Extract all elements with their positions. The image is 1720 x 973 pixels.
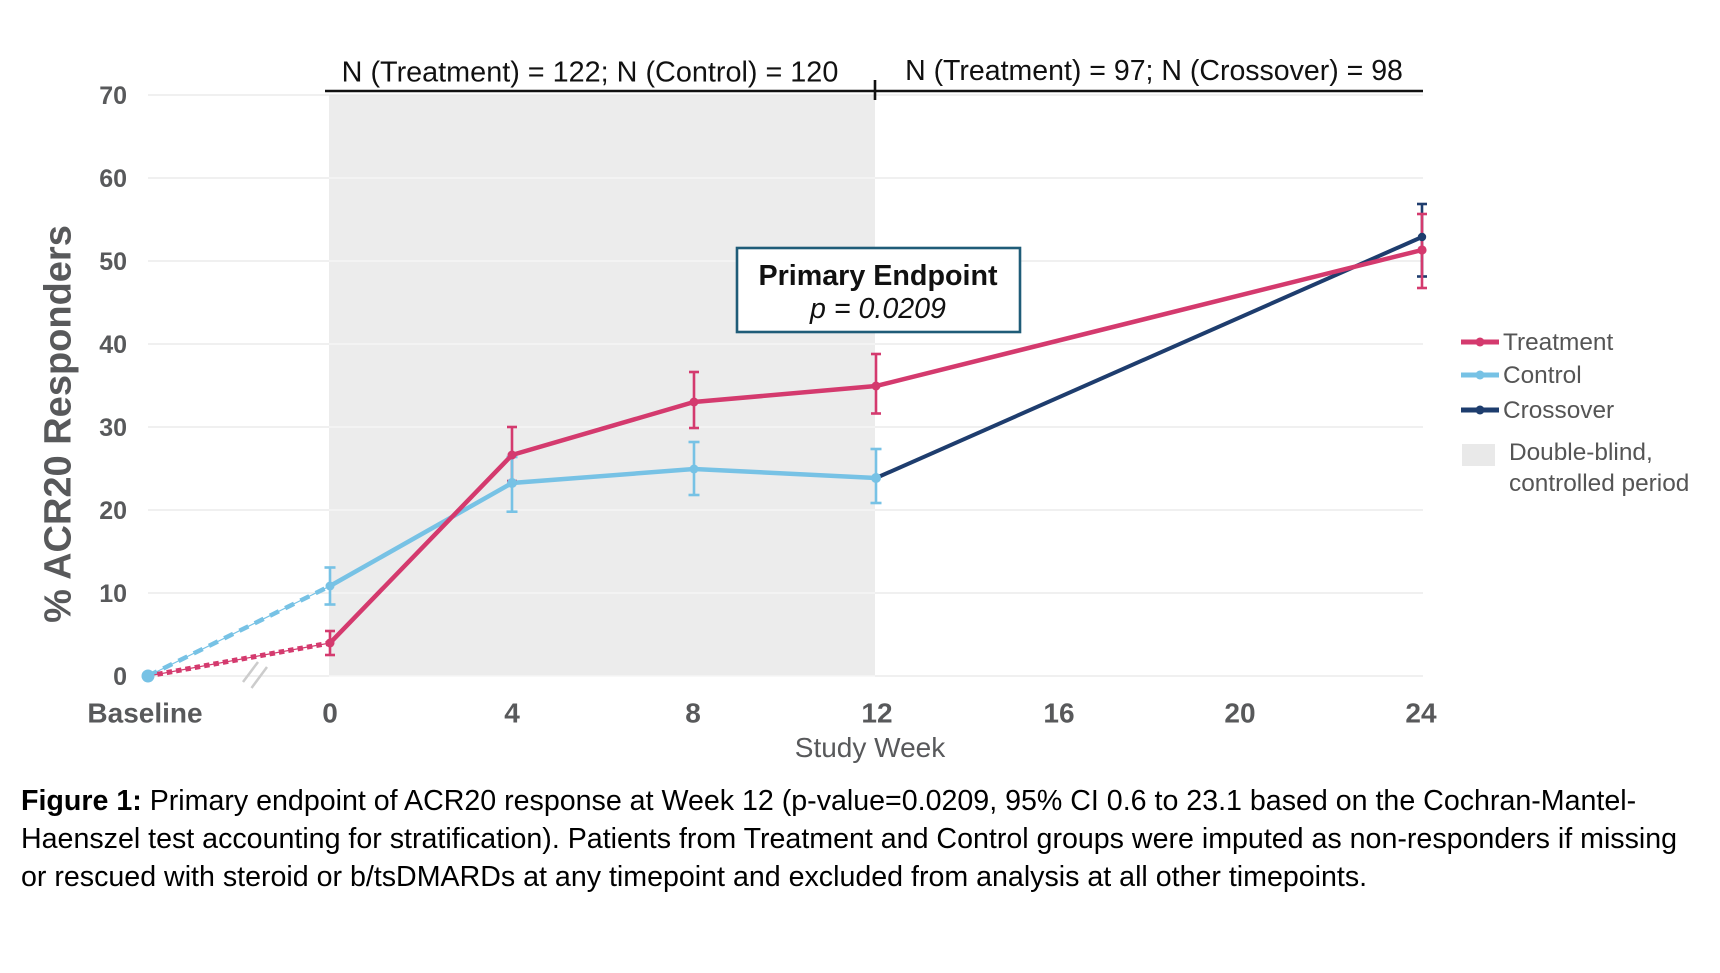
svg-text:50: 50 bbox=[99, 248, 127, 276]
svg-text:Figure 1: Primary endpoint of: Figure 1: Primary endpoint of ACR20 resp… bbox=[21, 785, 1636, 817]
svg-text:30: 30 bbox=[99, 414, 127, 442]
svg-text:Baseline: Baseline bbox=[87, 698, 202, 729]
svg-text:Double-blind,: Double-blind, bbox=[1509, 439, 1653, 466]
svg-text:0: 0 bbox=[113, 663, 127, 691]
svg-text:Treatment: Treatment bbox=[1503, 329, 1613, 356]
svg-text:% ACR20 Responders: % ACR20 Responders bbox=[38, 225, 80, 623]
svg-text:12: 12 bbox=[861, 698, 892, 729]
svg-text:40: 40 bbox=[99, 331, 127, 359]
svg-text:10: 10 bbox=[99, 580, 127, 608]
svg-text:controlled period: controlled period bbox=[1509, 470, 1689, 497]
svg-text:24: 24 bbox=[1405, 698, 1437, 729]
svg-text:16: 16 bbox=[1043, 698, 1074, 729]
svg-text:N (Treatment) = 122; N (Contro: N (Treatment) = 122; N (Control) = 120 bbox=[342, 57, 839, 89]
svg-text:or rescued with steroid or b/t: or rescued with steroid or b/tsDMARDs at… bbox=[21, 861, 1367, 893]
svg-text:70: 70 bbox=[99, 82, 127, 110]
svg-text:Primary Endpoint: Primary Endpoint bbox=[758, 260, 998, 292]
svg-text:Haenszel test accounting for s: Haenszel test accounting for stratificat… bbox=[21, 823, 1677, 855]
svg-text:0: 0 bbox=[322, 698, 338, 729]
svg-text:p = 0.0209: p = 0.0209 bbox=[809, 293, 946, 325]
svg-text:4: 4 bbox=[504, 698, 520, 729]
svg-text:N (Treatment) = 97; N (Crossov: N (Treatment) = 97; N (Crossover) = 98 bbox=[905, 55, 1403, 87]
svg-text:Study Week: Study Week bbox=[795, 732, 946, 763]
svg-text:Control: Control bbox=[1503, 362, 1582, 389]
svg-text:Crossover: Crossover bbox=[1503, 397, 1614, 424]
svg-text:8: 8 bbox=[685, 698, 701, 729]
svg-text:60: 60 bbox=[99, 165, 127, 193]
svg-text:20: 20 bbox=[1224, 698, 1255, 729]
svg-text:20: 20 bbox=[99, 497, 127, 525]
